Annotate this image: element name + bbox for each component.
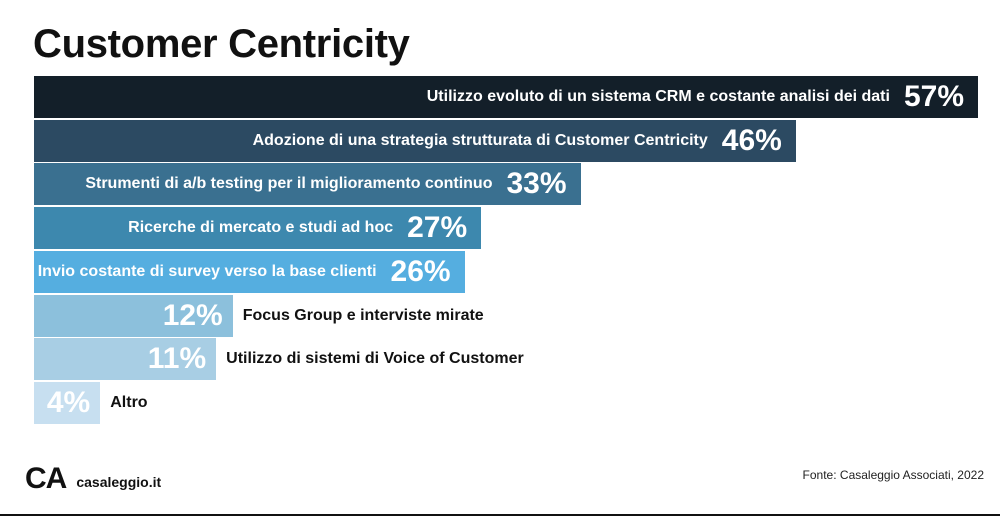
bar-1 <box>34 76 978 118</box>
bar-8 <box>34 381 101 424</box>
bar-3 <box>34 163 581 206</box>
bar-7 <box>34 338 217 381</box>
bar-2 <box>34 119 796 162</box>
bar-category-label: Ricerche di mercato e studi ad hoc <box>128 219 394 237</box>
bar-category-label: Strumenti di a/b testing per il migliora… <box>85 175 493 193</box>
bar-category-label: Focus Group e interviste mirate <box>242 306 484 324</box>
bar-value-label: 26% <box>390 254 451 288</box>
bar-6 <box>34 294 233 337</box>
bar-category-label: Adozione di una strategia strutturata di… <box>252 131 708 149</box>
chart-title: Customer Centricity <box>33 22 410 66</box>
bar-category-label: Altro <box>110 393 148 411</box>
bar-value-label: 27% <box>407 211 468 245</box>
bar-value-label: 11% <box>147 342 207 376</box>
logo-mark: CA <box>25 462 67 495</box>
brand-logo[interactable]: CA casaleggio.it <box>25 462 161 496</box>
source-note: Fonte: Casaleggio Associati, 2022 <box>802 468 984 482</box>
site-link[interactable]: casaleggio.it <box>76 474 162 490</box>
bar-value-label: 12% <box>162 298 223 332</box>
bar-category-label: Utilizzo di sistemi di Voice of Customer <box>226 350 524 368</box>
bar-value-label: 46% <box>721 123 782 157</box>
bar-4 <box>34 207 482 250</box>
bottom-divider <box>0 514 1000 516</box>
bar-value-label: 57% <box>903 80 964 113</box>
bar-category-label: Utilizzo evoluto di un sistema CRM e cos… <box>426 88 890 105</box>
bar-category-label: Invio costante di survey verso la base c… <box>37 262 377 280</box>
bar-value-label: 4% <box>46 385 91 419</box>
bar-value-label: 33% <box>506 167 567 201</box>
bar-5 <box>34 250 465 293</box>
